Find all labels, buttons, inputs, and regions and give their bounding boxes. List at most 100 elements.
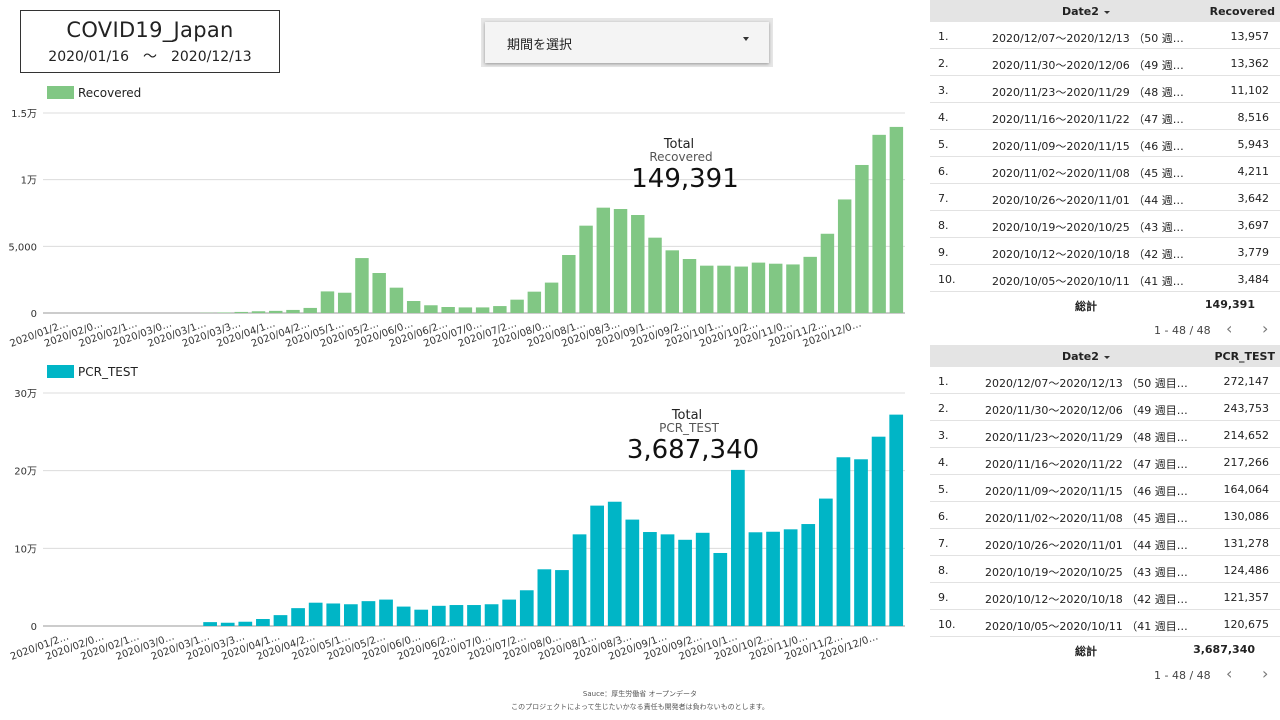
row-index: 7. (938, 192, 949, 205)
table-row[interactable]: 3. 2020/11/23〜2020/11/29 （48 週… 11,102 (930, 76, 1280, 103)
table-row[interactable]: 5. 2020/11/09〜2020/11/15 （46 週目… 164,064 (930, 475, 1280, 502)
prev-page-icon[interactable]: ‹ (1226, 664, 1233, 683)
row-date: 2020/11/30〜2020/12/06 （49 週… (992, 59, 1184, 72)
table-row[interactable]: 2. 2020/11/30〜2020/12/06 （49 週目… 243,753 (930, 394, 1280, 421)
bar (344, 604, 358, 626)
bar (751, 262, 766, 313)
table-row[interactable]: 9. 2020/10/12〜2020/10/18 （42 週… 3,779 (930, 238, 1280, 265)
total-label: 総計 (1075, 300, 1097, 313)
footer: Sauce：厚生労働省 オープンデータ このプロジェクトによって生じたいかなる責… (0, 688, 1280, 714)
bar (854, 459, 868, 626)
table-row[interactable]: 7. 2020/10/26〜2020/11/01 （44 週… 3,642 (930, 184, 1280, 211)
row-value: 5,943 (1237, 138, 1270, 151)
row-date: 2020/11/30〜2020/12/06 （49 週目… (985, 404, 1188, 417)
table-row[interactable]: 3. 2020/11/23〜2020/11/29 （48 週目… 214,652 (930, 421, 1280, 448)
chevron-down-icon[interactable] (743, 37, 749, 41)
bar (475, 307, 490, 313)
table-row[interactable]: 5. 2020/11/09〜2020/11/15 （46 週… 5,943 (930, 130, 1280, 157)
row-value: 214,652 (1223, 429, 1270, 442)
row-value: 8,516 (1237, 111, 1270, 124)
bar (678, 539, 692, 626)
bar (695, 532, 710, 626)
table-row[interactable]: 2. 2020/11/30〜2020/12/06 （49 週… 13,362 (930, 49, 1280, 76)
row-index: 6. (938, 510, 949, 523)
row-date: 2020/10/05〜2020/10/11 （41 週目… (985, 620, 1188, 633)
table-header: Date2 PCR_TEST (930, 345, 1280, 367)
table-row[interactable]: 4. 2020/11/16〜2020/11/22 （47 週目… 217,266 (930, 448, 1280, 475)
column-header-value[interactable]: PCR_TEST (1214, 350, 1275, 363)
table-row[interactable]: 9. 2020/10/12〜2020/10/18 （42 週目… 121,357 (930, 583, 1280, 610)
bar (872, 134, 886, 313)
table-row[interactable]: 6. 2020/11/02〜2020/11/08 （45 週目… 130,086 (930, 502, 1280, 529)
y-tick-label: 30万 (14, 389, 37, 400)
bar (389, 287, 404, 313)
row-date: 2020/11/23〜2020/11/29 （48 週… (992, 86, 1184, 99)
bar (734, 266, 748, 313)
sort-date-header[interactable]: Date2 (1062, 5, 1110, 18)
column-header-value[interactable]: Recovered (1209, 5, 1275, 18)
sort-caret-icon (1103, 10, 1110, 14)
period-selector-label: 期間を選択 (507, 38, 573, 53)
table-row[interactable]: 8. 2020/10/19〜2020/10/25 （43 週目… 124,486 (930, 556, 1280, 583)
bar (326, 603, 341, 626)
row-value: 131,278 (1223, 537, 1270, 550)
table-total-row: 総計 3,687,340 (930, 637, 1280, 663)
table-total-row: 総計 149,391 (930, 292, 1280, 318)
bar (631, 215, 645, 313)
bar (648, 237, 662, 313)
bar (665, 250, 679, 313)
row-value: 130,086 (1223, 510, 1270, 523)
total-value: 3,687,340 (627, 435, 759, 465)
table-row[interactable]: 10. 2020/10/05〜2020/10/11 （41 週… 3,484 (930, 265, 1280, 292)
bar (493, 306, 507, 313)
table-row[interactable]: 4. 2020/11/16〜2020/11/22 （47 週… 8,516 (930, 103, 1280, 130)
table-row[interactable]: 6. 2020/11/02〜2020/11/08 （45 週… 4,211 (930, 157, 1280, 184)
y-tick-label: 5,000 (8, 242, 37, 253)
row-date: 2020/10/26〜2020/11/01 （44 週… (992, 194, 1184, 207)
source-note: Sauce：厚生労働省 オープンデータ (582, 690, 698, 698)
next-page-icon[interactable]: › (1262, 664, 1269, 683)
total-series: Recovered (649, 150, 712, 164)
row-value: 3,484 (1237, 273, 1270, 286)
bar (572, 534, 587, 626)
period-selector[interactable]: 期間を選択 (481, 18, 773, 67)
prev-page-icon[interactable]: ‹ (1226, 319, 1233, 338)
bar (372, 273, 386, 313)
row-date: 2020/12/07〜2020/12/13 （50 週目… (985, 377, 1188, 390)
charts-area: Recovered05,0001万1.5万2020/01/2…2020/02/0… (8, 86, 905, 663)
bar (414, 609, 429, 626)
row-value: 272,147 (1223, 375, 1270, 388)
table-row[interactable]: 7. 2020/10/26〜2020/11/01 （44 週目… 131,278 (930, 529, 1280, 556)
column-header-date: Date2 (1062, 350, 1099, 363)
column-header-date: Date2 (1062, 5, 1099, 18)
bar (217, 312, 231, 313)
row-index: 8. (938, 564, 949, 577)
row-date: 2020/10/19〜2020/10/25 （43 週目… (985, 566, 1188, 579)
table-row[interactable]: 10. 2020/10/05〜2020/10/11 （41 週目… 120,675 (930, 610, 1280, 637)
total-value: 149,391 (1204, 298, 1255, 311)
bar (291, 608, 305, 626)
bar (682, 259, 697, 313)
next-page-icon[interactable]: › (1262, 319, 1269, 338)
bar (286, 309, 300, 313)
period-selector-control[interactable]: 期間を選択 (485, 22, 769, 63)
bar (510, 299, 524, 313)
row-index: 9. (938, 591, 949, 604)
table-row[interactable]: 1. 2020/12/07〜2020/12/13 （50 週目… 272,147 (930, 367, 1280, 394)
row-index: 3. (938, 429, 949, 442)
disclaimer: このプロジェクトによって生じたいかなる責任も開発者は負わないものとします。 (511, 703, 769, 711)
row-date: 2020/11/09〜2020/11/15 （46 週… (992, 140, 1184, 153)
table-row[interactable]: 8. 2020/10/19〜2020/10/25 （43 週… 3,697 (930, 211, 1280, 238)
legend-label: PCR_TEST (78, 365, 138, 379)
bar (519, 590, 534, 626)
table-pager: 1 - 48 / 48 ‹ › (930, 663, 1280, 689)
sort-date-header[interactable]: Date2 (1062, 350, 1110, 363)
table-row[interactable]: 1. 2020/12/07〜2020/12/13 （50 週… 13,957 (930, 22, 1280, 49)
row-value: 243,753 (1223, 402, 1270, 415)
bar (613, 209, 628, 313)
bar (766, 531, 780, 626)
row-date: 2020/11/09〜2020/11/15 （46 週目… (985, 485, 1188, 498)
bar (251, 311, 266, 313)
bar (590, 505, 604, 626)
table-pager: 1 - 48 / 48 ‹ › (930, 318, 1280, 344)
